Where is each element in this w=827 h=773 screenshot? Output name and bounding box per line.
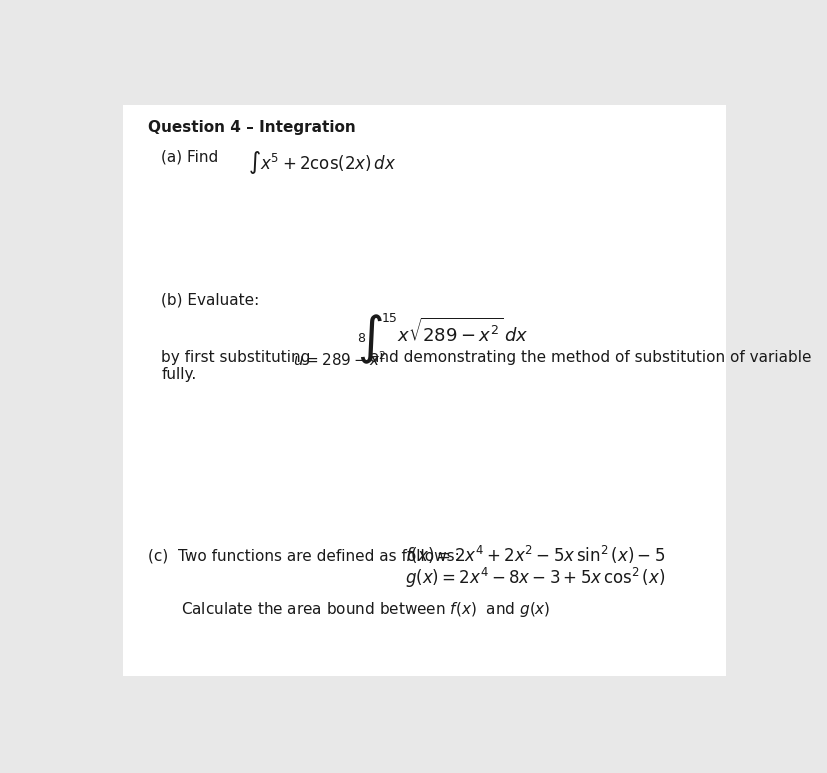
Text: $\int$: $\int$ (356, 313, 382, 366)
Text: $u = 289 - x^2$: $u = 289 - x^2$ (293, 350, 386, 369)
Text: Question 4 – Integration: Question 4 – Integration (148, 120, 356, 135)
Text: $x\sqrt{289 - x^2}\, dx$: $x\sqrt{289 - x^2}\, dx$ (396, 318, 528, 346)
Text: $g(x) = 2x^4 - 8x - 3 + 5x\,\cos^2(x)$: $g(x) = 2x^4 - 8x - 3 + 5x\,\cos^2(x)$ (404, 566, 665, 590)
Text: (c)  Two functions are defined as follows:: (c) Two functions are defined as follows… (148, 548, 460, 563)
Text: by first substituting: by first substituting (161, 350, 310, 366)
Text: 15: 15 (381, 312, 397, 325)
Text: fully.: fully. (161, 366, 196, 382)
Text: (b) Evaluate:: (b) Evaluate: (161, 292, 259, 307)
FancyBboxPatch shape (122, 104, 725, 676)
Text: and demonstrating the method of substitution of variable: and demonstrating the method of substitu… (370, 350, 810, 366)
Text: Calculate the area bound between $f(x)$  and $g(x)$: Calculate the area bound between $f(x)$ … (180, 600, 549, 619)
Text: 8: 8 (356, 332, 365, 345)
Text: $\int x^5 + 2\cos(2x)\, dx$: $\int x^5 + 2\cos(2x)\, dx$ (247, 149, 396, 176)
Text: (a) Find: (a) Find (161, 149, 218, 165)
Text: $f(x) = 2x^4 + 2x^2 - 5x\,\sin^2(x) - 5$: $f(x) = 2x^4 + 2x^2 - 5x\,\sin^2(x) - 5$ (404, 544, 664, 566)
